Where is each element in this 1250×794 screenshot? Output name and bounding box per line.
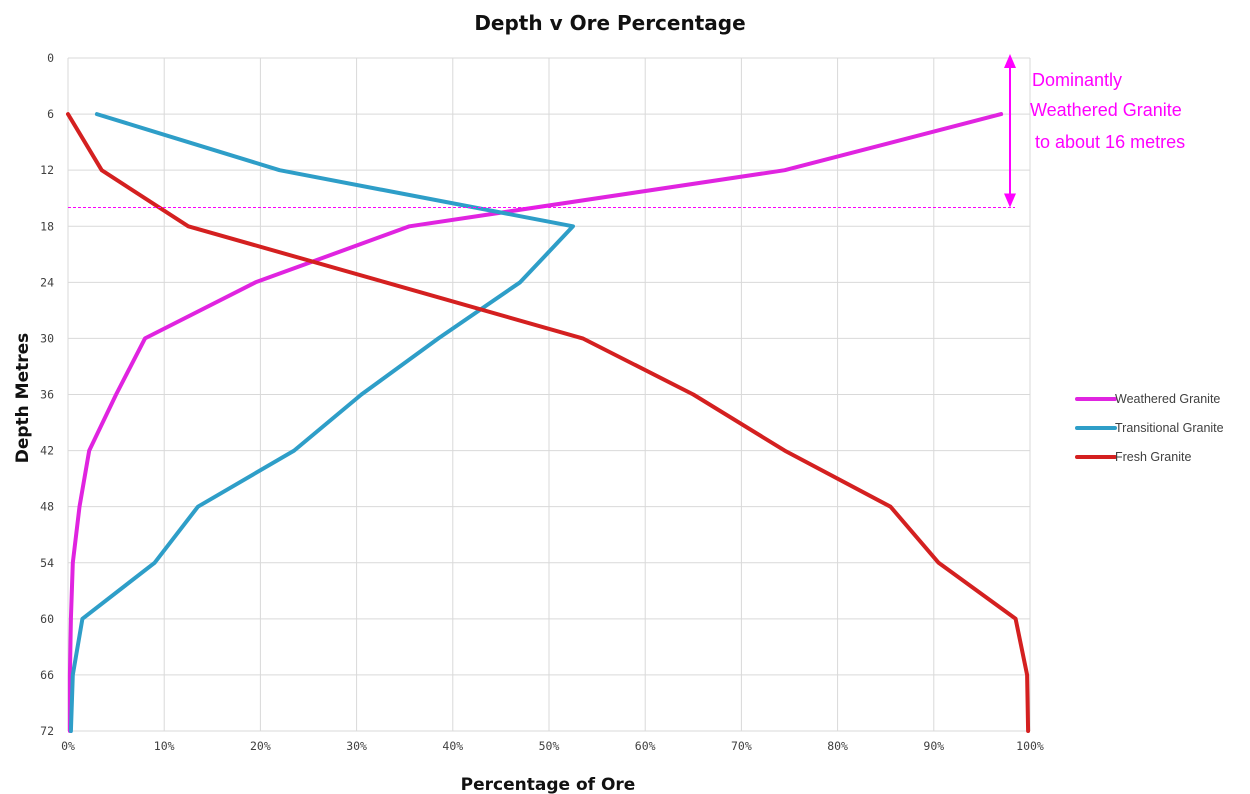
legend-label: Fresh Granite	[1115, 450, 1191, 464]
x-tick-label: 90%	[923, 739, 944, 753]
y-ticks: 0 6 12 18 24 30 36 42 48 54 60 66 72	[40, 51, 54, 738]
y-tick-label: 6	[47, 107, 54, 121]
x-tick-label: 60%	[635, 739, 656, 753]
y-tick-label: 12	[40, 163, 54, 177]
y-tick-label: 36	[40, 388, 54, 402]
chart-title: Depth v Ore Percentage	[474, 11, 745, 35]
x-tick-label: 30%	[346, 739, 367, 753]
arrow-head-down-icon	[1004, 193, 1016, 208]
grid	[67, 57, 1031, 732]
x-tick-label: 20%	[250, 739, 271, 753]
y-axis-title: Depth Metres	[13, 333, 33, 464]
x-tick-label: 100%	[1016, 739, 1044, 753]
x-tick-label: 10%	[154, 739, 175, 753]
annotation-line-1: Dominantly	[1032, 70, 1122, 90]
x-tick-label: 0%	[61, 739, 75, 753]
y-tick-label: 18	[40, 219, 54, 233]
x-tick-label: 80%	[827, 739, 848, 753]
y-tick-label: 72	[40, 724, 54, 738]
legend: Weathered Granite Transitional Granite Fre…	[1075, 392, 1224, 464]
x-tick-label: 40%	[442, 739, 463, 753]
x-axis-title: Percentage of Ore	[461, 775, 636, 794]
series-line-weathered-granite	[67, 112, 1004, 733]
annotation-line-2: Weathered Granite	[1030, 100, 1182, 120]
annotation: Dominantly Weathered Granite to about 16…	[68, 54, 1185, 209]
y-tick-label: 66	[40, 668, 54, 682]
series-line-fresh-granite	[66, 112, 1031, 733]
legend-label: Weathered Granite	[1115, 392, 1220, 406]
y-tick-label: 24	[40, 275, 54, 289]
y-tick-label: 48	[40, 500, 54, 514]
x-tick-label: 70%	[731, 739, 752, 753]
x-ticks: 0% 10% 20% 30% 40% 50% 60% 70% 80% 90% 100%	[61, 739, 1044, 753]
legend-label: Transitional Granite	[1115, 421, 1224, 435]
x-tick-label: 50%	[539, 739, 560, 753]
y-tick-label: 54	[40, 556, 54, 570]
annotation-line-3: to about 16 metres	[1035, 132, 1185, 152]
y-tick-label: 60	[40, 612, 54, 626]
arrow-head-up-icon	[1004, 54, 1016, 68]
series-line-transitional-granite	[68, 112, 575, 733]
y-tick-label: 30	[40, 331, 54, 345]
y-tick-label: 42	[40, 444, 54, 458]
y-tick-label: 0	[47, 51, 54, 65]
plot-lines	[66, 112, 1031, 733]
